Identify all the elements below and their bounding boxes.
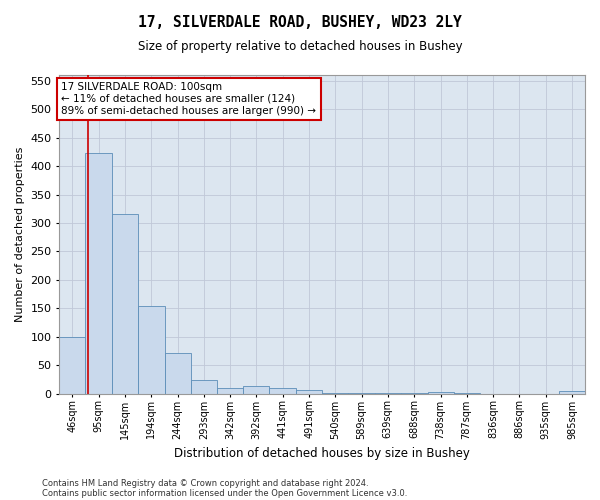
Bar [164, 353, 191, 394]
Bar [191, 380, 217, 394]
X-axis label: Distribution of detached houses by size in Bushey: Distribution of detached houses by size … [174, 447, 470, 460]
Bar [322, 392, 348, 394]
Bar [559, 391, 585, 394]
Bar [296, 390, 322, 394]
Bar [454, 393, 479, 394]
Text: Size of property relative to detached houses in Bushey: Size of property relative to detached ho… [137, 40, 463, 53]
Bar [428, 392, 454, 394]
Bar [217, 388, 244, 394]
Bar [269, 388, 296, 394]
Y-axis label: Number of detached properties: Number of detached properties [15, 146, 25, 322]
Text: Contains HM Land Registry data © Crown copyright and database right 2024.: Contains HM Land Registry data © Crown c… [42, 478, 368, 488]
Bar [375, 393, 401, 394]
Bar [348, 393, 375, 394]
Bar [59, 337, 85, 394]
Bar [138, 306, 164, 394]
Bar [401, 393, 428, 394]
Text: Contains public sector information licensed under the Open Government Licence v3: Contains public sector information licen… [42, 488, 407, 498]
Bar [112, 214, 138, 394]
Text: 17 SILVERDALE ROAD: 100sqm
← 11% of detached houses are smaller (124)
89% of sem: 17 SILVERDALE ROAD: 100sqm ← 11% of deta… [61, 82, 316, 116]
Bar [244, 386, 269, 394]
Bar [85, 153, 112, 394]
Text: 17, SILVERDALE ROAD, BUSHEY, WD23 2LY: 17, SILVERDALE ROAD, BUSHEY, WD23 2LY [138, 15, 462, 30]
